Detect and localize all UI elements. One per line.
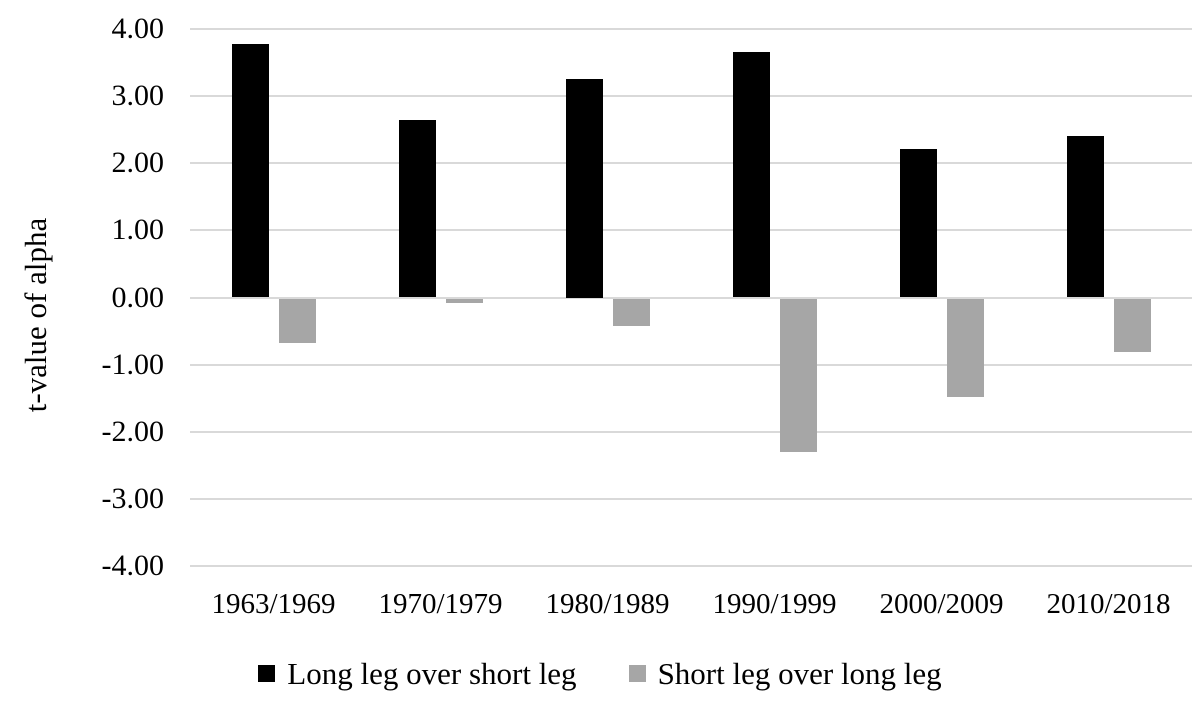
x-category-label-1970-1979: 1970/1979 [378,588,503,620]
y-tick-label: -2.00 [101,414,165,448]
bar-short-leg-over-long-leg-2000-2009 [946,298,984,398]
bar-long-leg-over-short-leg-1963-1969 [231,44,269,298]
gridline-y--1.00 [190,363,1192,366]
bar-long-leg-over-short-leg-1980-1989 [565,79,603,298]
x-category-label-2010-2018: 2010/2018 [1046,588,1171,620]
y-tick-label: 2.00 [111,146,165,180]
x-category-label-2000-2009: 2000/2009 [879,588,1004,620]
y-tick-label: -1.00 [101,347,165,381]
x-category-label-1963-1969: 1963/1969 [211,588,336,620]
x-category-label-1990-1999: 1990/1999 [712,588,837,620]
legend-swatch-icon [258,664,276,682]
legend-item-short-leg-over-long-leg: Short leg over long leg [628,655,942,691]
bar-short-leg-over-long-leg-2010-2018 [1113,298,1151,352]
y-tick-label: 4.00 [111,12,165,45]
bar-long-leg-over-short-leg-2000-2009 [899,149,937,298]
gridline-y-0.00 [190,296,1192,299]
legend-item-long-leg-over-short-leg: Long leg over short leg [258,655,577,691]
y-tick-label: -4.00 [101,549,165,582]
gridline-y-4.00 [190,28,1192,30]
legend-label: Long leg over short leg [287,655,577,691]
bar-short-leg-over-long-leg-1970-1979 [445,298,483,304]
y-tick-label: -3.00 [101,481,165,515]
x-category-label-1980-1989: 1980/1989 [545,588,670,620]
bar-short-leg-over-long-leg-1963-1969 [278,298,316,344]
legend-swatch-icon [628,664,646,682]
gridline-y--3.00 [190,497,1192,500]
bar-long-leg-over-short-leg-1970-1979 [398,119,436,298]
bar-short-leg-over-long-leg-1990-1999 [779,298,817,452]
gridline-y--4.00 [190,565,1192,567]
y-axis-title: t-value of alpha [18,217,53,413]
bar-long-leg-over-short-leg-2010-2018 [1066,136,1104,298]
legend: Long leg over short leg Short leg over lo… [0,650,1200,696]
bar-short-leg-over-long-leg-1980-1989 [612,298,650,327]
gridline-y--2.00 [190,430,1192,433]
legend-label: Short leg over long leg [657,655,942,691]
gridline-y-3.00 [190,95,1192,98]
gridline-y-1.00 [190,229,1192,232]
gridline-y-2.00 [190,162,1192,165]
y-tick-label: 0.00 [111,280,165,314]
y-tick-label: 1.00 [111,213,165,247]
bar-long-leg-over-short-leg-1990-1999 [732,52,770,298]
y-tick-label: 3.00 [111,79,165,113]
